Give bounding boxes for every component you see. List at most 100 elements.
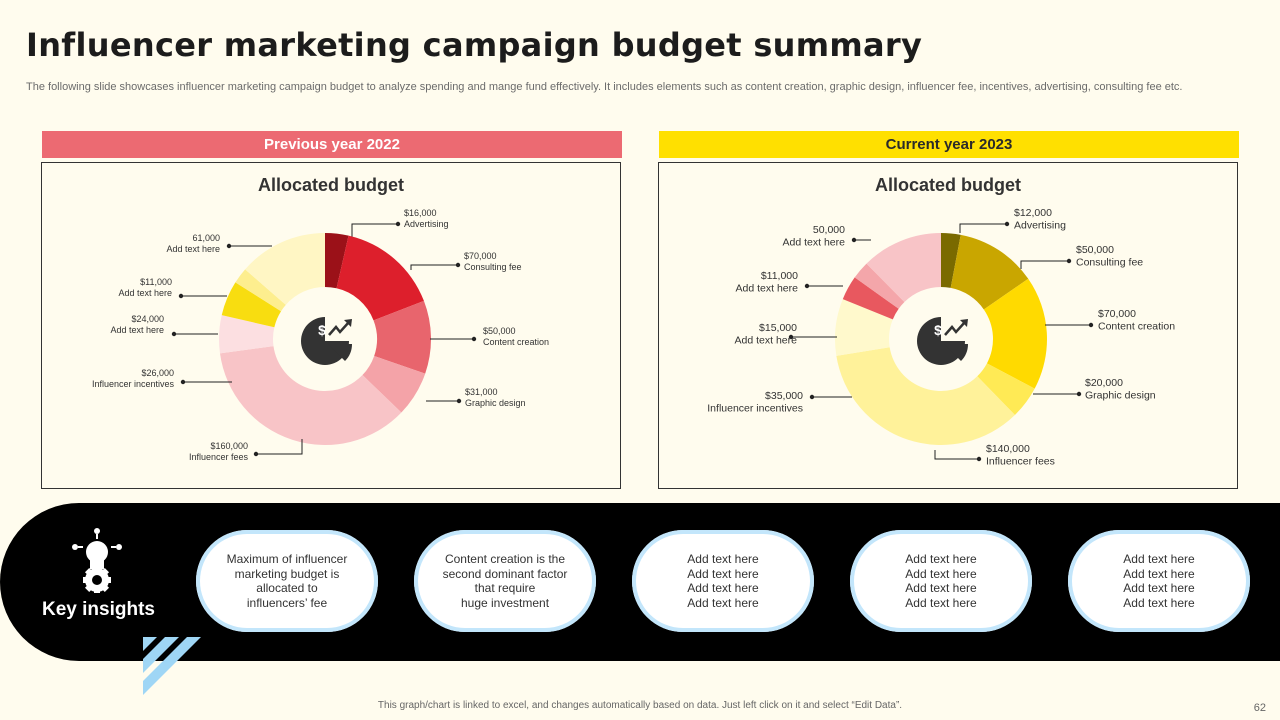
- slice-consulting-fee-1[interactable]: [336, 235, 424, 321]
- slice-influencer-fees-4[interactable]: [219, 346, 402, 446]
- slice-value-label: $20,000: [1085, 377, 1123, 389]
- slice-name-label: Add text here: [110, 325, 164, 335]
- slice-name-label: Consulting fee: [1076, 257, 1143, 269]
- slice-name-label: Add text here: [118, 288, 172, 298]
- leader-line: [256, 439, 303, 455]
- leader-dot: [1076, 391, 1082, 397]
- slice-content-creation-2[interactable]: [373, 300, 432, 374]
- leader-dot: [804, 283, 810, 289]
- slice-content-creation-2[interactable]: [983, 278, 1047, 389]
- slice-add-text-here-7[interactable]: [854, 263, 905, 309]
- slice-name-label: Advertising: [1014, 220, 1066, 232]
- current-year-chart-panel: Allocated budget $12,000 Advertising $50,00…: [658, 162, 1238, 489]
- chart-title: Allocated budget: [875, 175, 1021, 195]
- slice-name-label: Influencer incentives: [92, 379, 175, 389]
- leader-dot: [395, 221, 401, 227]
- slice-add-text-here-7[interactable]: [235, 269, 286, 312]
- slice-value-label: $11,000: [140, 277, 172, 287]
- slice-value-label: $31,000: [465, 387, 498, 397]
- slice-name-label: Content creation: [1098, 321, 1175, 333]
- previous-year-chart-panel: Allocated budget $16,000 Advertising $70,00…: [41, 162, 621, 489]
- dollar-chart-icon: $: [917, 317, 969, 365]
- leader-dot: [1066, 258, 1072, 264]
- leader-dot: [253, 451, 259, 457]
- slice-name-label: Add text here: [735, 335, 798, 347]
- slice-value-label: $24,000: [131, 314, 164, 324]
- slice-name-label: Add text here: [783, 237, 846, 249]
- slice-advertising-0[interactable]: [325, 233, 349, 289]
- slice-value-label: $50,000: [1076, 244, 1114, 256]
- slice-value-label: 61,000: [192, 233, 220, 243]
- page-title: Influencer marketing campaign budget sum…: [26, 26, 923, 64]
- svg-text:$: $: [318, 322, 326, 338]
- insight-card-5: Add text here Add text here Add text her…: [1068, 530, 1250, 632]
- leader-dot: [851, 237, 857, 243]
- footer-note: This graph/chart is linked to excel, and…: [377, 700, 903, 711]
- leader-line: [351, 223, 398, 238]
- slice-add-text-here-6[interactable]: [221, 282, 282, 328]
- leader-dot: [809, 394, 815, 400]
- slice-name-label: Influencer incentives: [707, 403, 803, 415]
- slice-value-label: $16,000: [404, 208, 437, 218]
- slice-influencer-fees-4[interactable]: [836, 347, 1015, 445]
- leader-dot: [455, 262, 461, 268]
- leader-line: [959, 223, 1007, 233]
- slice-name-label: Content creation: [483, 337, 549, 347]
- slice-name-label: Graphic design: [465, 398, 526, 408]
- key-insights-label: Key insights: [42, 599, 155, 620]
- slice-name-label: Add text here: [736, 283, 799, 295]
- slice-value-label: $15,000: [759, 322, 797, 334]
- svg-text:$: $: [934, 322, 942, 338]
- slice-name-label: Graphic design: [1085, 390, 1156, 402]
- slice-influencer-incentives-5[interactable]: [835, 299, 893, 356]
- slice-name-label: Add text here: [166, 244, 220, 254]
- slice-add-text-here-8[interactable]: [245, 233, 325, 305]
- slice-name-label: Advertising: [404, 219, 449, 229]
- insight-card-3: Add text here Add text here Add text her…: [632, 530, 814, 632]
- chart-title: Allocated budget: [258, 175, 404, 195]
- decorative-stripes: [143, 637, 201, 695]
- slice-value-label: $35,000: [765, 390, 803, 402]
- insight-card-2: Content creation is the second dominant …: [414, 530, 596, 632]
- slice-value-label: $160,000: [210, 441, 248, 451]
- insight-card-1: Maximum of influencer marketing budget i…: [196, 530, 378, 632]
- slice-value-label: $11,000: [761, 270, 798, 282]
- leader-dot: [976, 456, 982, 462]
- slice-add-text-here-8[interactable]: [866, 233, 941, 303]
- slice-value-label: $12,000: [1014, 207, 1052, 219]
- slice-value-label: $70,000: [1098, 308, 1136, 320]
- leader-dot: [456, 398, 462, 404]
- slice-name-label: Consulting fee: [464, 262, 522, 272]
- leader-dot: [178, 293, 184, 299]
- lightbulb-gear-icon: [72, 528, 122, 593]
- slice-value-label: $50,000: [483, 326, 516, 336]
- page-number: 62: [1253, 702, 1266, 714]
- current-year-header: Current year 2023: [659, 131, 1239, 158]
- insight-card-4: Add text here Add text here Add text her…: [850, 530, 1032, 632]
- slice-add-text-here-6[interactable]: [842, 277, 899, 320]
- leader-dot: [471, 336, 477, 342]
- slice-graphic-design-3[interactable]: [362, 355, 426, 413]
- previous-year-header: Previous year 2022: [42, 131, 622, 158]
- slice-name-label: Influencer fees: [986, 456, 1055, 468]
- slice-advertising-0[interactable]: [941, 233, 961, 288]
- leader-line: [410, 264, 458, 270]
- leader-dot: [226, 243, 232, 249]
- leader-line: [934, 450, 979, 460]
- slice-value-label: $70,000: [464, 251, 497, 261]
- slice-influencer-incentives-5[interactable]: [219, 315, 275, 354]
- leader-dot: [1004, 221, 1010, 227]
- slice-value-label: $26,000: [141, 368, 174, 378]
- leader-line: [1020, 260, 1069, 269]
- slice-graphic-design-3[interactable]: [977, 363, 1035, 415]
- slice-value-label: $140,000: [986, 443, 1030, 455]
- slice-name-label: Influencer fees: [189, 452, 249, 462]
- leader-dot: [788, 334, 794, 340]
- leader-dot: [180, 379, 186, 385]
- slice-value-label: 50,000: [813, 224, 845, 236]
- leader-dot: [1088, 322, 1094, 328]
- leader-dot: [171, 331, 177, 337]
- slice-consulting-fee-1[interactable]: [950, 234, 1029, 310]
